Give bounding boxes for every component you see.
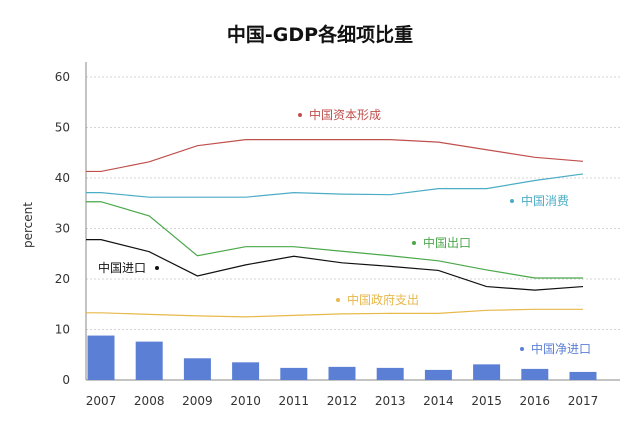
x-tick-label: 2012 (327, 394, 358, 408)
x-tick-label: 2014 (423, 394, 454, 408)
x-tick-label: 2017 (568, 394, 599, 408)
y-tick-label: 40 (55, 171, 70, 185)
label-dot (298, 113, 302, 117)
label-dot (510, 199, 514, 203)
y-tick-label: 0 (62, 373, 70, 387)
series-label: 中国政府支出 (347, 292, 419, 307)
label-dot (336, 298, 340, 302)
bar-2013 (376, 367, 404, 380)
bar-2010 (232, 362, 260, 380)
x-tick-label: 2011 (279, 394, 310, 408)
series-label: 中国消费 (521, 193, 569, 208)
bar-2014 (424, 369, 452, 380)
series-label: 中国出口 (423, 235, 471, 250)
x-tick-label: 2008 (134, 394, 165, 408)
y-tick-label: 30 (55, 222, 70, 236)
bar-2016 (521, 368, 549, 380)
y-tick-label: 10 (55, 323, 70, 337)
bar-2011 (280, 367, 308, 380)
x-tick-label: 2009 (182, 394, 213, 408)
series-label: 中国净进口 (531, 341, 591, 356)
series-line-中国进口 (86, 239, 584, 291)
series-line-中国出口 (86, 201, 583, 279)
x-tick-label: 2016 (520, 394, 551, 408)
series-line-中国政府支出 (86, 308, 583, 318)
label-dot (412, 241, 416, 245)
series-label: 中国资本形成 (309, 107, 381, 122)
bar-2017 (569, 371, 597, 380)
y-tick-label: 50 (55, 121, 70, 135)
x-tick-label: 2007 (86, 394, 117, 408)
bar-2009 (183, 358, 211, 380)
series-label: 中国进口 (98, 260, 146, 275)
x-tick-label: 2015 (471, 394, 502, 408)
label-dot (520, 347, 524, 351)
series-line-中国资本形成 (86, 139, 584, 173)
y-tick-label: 60 (55, 70, 70, 84)
y-tick-label: 20 (55, 272, 70, 286)
x-tick-label: 2013 (375, 394, 406, 408)
bar-2007 (87, 335, 115, 380)
label-dot (155, 266, 159, 270)
chart-title: 中国-GDP各细项比重 (226, 24, 414, 46)
y-axis-label: percent (21, 202, 35, 248)
x-tick-label: 2010 (230, 394, 261, 408)
bar-2015 (473, 364, 501, 380)
series-line-中国消费 (86, 173, 584, 198)
bar-2008 (135, 341, 163, 380)
bar-2012 (328, 366, 356, 380)
